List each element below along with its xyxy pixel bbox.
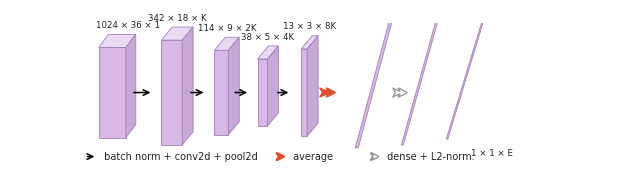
Polygon shape bbox=[446, 8, 488, 139]
Text: 1 × 1 × E: 1 × 1 × E bbox=[470, 149, 513, 158]
Polygon shape bbox=[99, 34, 136, 47]
Text: 13 × 3 × 8K: 13 × 3 × 8K bbox=[283, 22, 336, 31]
Text: 38 × 5 × 4K: 38 × 5 × 4K bbox=[241, 33, 294, 42]
Polygon shape bbox=[161, 27, 193, 40]
Polygon shape bbox=[307, 36, 318, 136]
Polygon shape bbox=[301, 36, 318, 49]
Polygon shape bbox=[257, 59, 268, 126]
Text: dense + L2-norm.: dense + L2-norm. bbox=[384, 152, 475, 162]
Polygon shape bbox=[214, 50, 228, 135]
Text: 114 × 9 × 2K: 114 × 9 × 2K bbox=[198, 24, 256, 33]
Text: average: average bbox=[290, 152, 333, 162]
Polygon shape bbox=[301, 49, 307, 136]
Polygon shape bbox=[268, 46, 278, 126]
Polygon shape bbox=[257, 46, 278, 59]
Polygon shape bbox=[355, 0, 398, 148]
Polygon shape bbox=[161, 40, 182, 145]
Polygon shape bbox=[182, 27, 193, 145]
Text: batch norm + conv2d + pool2d: batch norm + conv2d + pool2d bbox=[101, 152, 258, 162]
Polygon shape bbox=[126, 34, 136, 138]
Polygon shape bbox=[99, 47, 126, 138]
Polygon shape bbox=[228, 37, 239, 135]
Text: 342 × 18 × K: 342 × 18 × K bbox=[148, 14, 207, 23]
Text: 1024 × 36 × 1: 1024 × 36 × 1 bbox=[96, 21, 160, 30]
Polygon shape bbox=[401, 2, 443, 145]
Polygon shape bbox=[214, 37, 239, 50]
